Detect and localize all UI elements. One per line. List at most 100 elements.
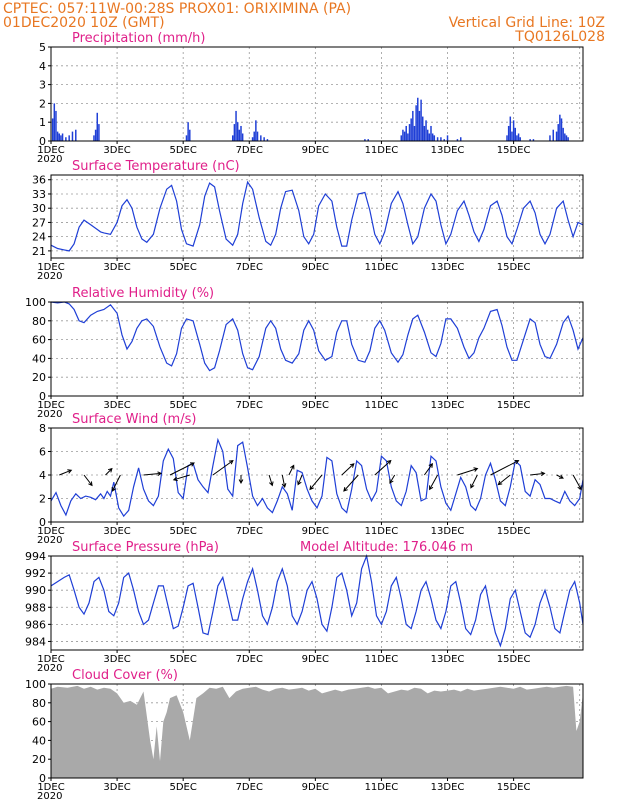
ytick-label: 2 bbox=[39, 493, 46, 506]
precip-bar bbox=[231, 135, 234, 141]
panel-title-humidity: Relative Humidity (%) bbox=[72, 286, 214, 301]
precip-bar bbox=[407, 133, 409, 141]
xtick-label: 15DEC bbox=[497, 654, 531, 665]
wind-vector-arrow bbox=[341, 463, 355, 476]
precip-bar bbox=[511, 131, 513, 141]
precip-bar bbox=[65, 137, 67, 141]
ytick-label: 20 bbox=[32, 371, 46, 384]
xtick-label: 13DEC bbox=[431, 145, 465, 156]
xtick-label: 13DEC bbox=[431, 782, 465, 793]
precip-bar bbox=[512, 120, 515, 141]
ytick-label: 4 bbox=[39, 469, 46, 482]
precip-bar bbox=[402, 129, 404, 141]
precip-bar bbox=[559, 114, 561, 141]
precip-bar bbox=[412, 110, 414, 141]
wind-vector-arrow bbox=[212, 459, 234, 476]
xtick-label: 5DEC bbox=[169, 782, 196, 793]
precip-bar bbox=[61, 133, 64, 141]
wind-vector-arrow bbox=[343, 474, 359, 492]
precip-bar bbox=[367, 139, 369, 141]
xtick-label: 3DEC bbox=[103, 526, 130, 537]
xtick-label: 9DEC bbox=[302, 654, 329, 665]
panel-title-pressure: Surface Pressure (hPa) bbox=[72, 540, 219, 555]
ytick-label: 27 bbox=[32, 216, 46, 229]
precip-bar bbox=[555, 131, 558, 141]
precip-bar bbox=[233, 124, 236, 141]
wind-vector-arrow bbox=[423, 462, 434, 476]
precip-bar bbox=[456, 139, 459, 141]
wind-series-line bbox=[50, 437, 584, 518]
year-sublabel: 2020 bbox=[37, 791, 62, 800]
precip-bar bbox=[418, 110, 421, 141]
ytick-label: 40 bbox=[32, 352, 46, 365]
xtick-label: 9DEC bbox=[302, 526, 329, 537]
ytick-label: 80 bbox=[32, 315, 46, 328]
precip-bar bbox=[443, 139, 445, 141]
xtick-label: 5DEC bbox=[169, 400, 196, 411]
precip-bar bbox=[529, 139, 531, 141]
xtick-label: 7DEC bbox=[236, 526, 263, 537]
ytick-label: 992 bbox=[25, 567, 46, 580]
ytick-label: 20 bbox=[32, 753, 46, 766]
precip-bar bbox=[426, 129, 429, 141]
precip-bar bbox=[421, 116, 424, 141]
precip-bar bbox=[55, 110, 57, 141]
year-sublabel: 2020 bbox=[37, 271, 62, 282]
xtick-label: 13DEC bbox=[431, 262, 465, 273]
xtick-label: 15DEC bbox=[497, 526, 531, 537]
year-sublabel: 2020 bbox=[37, 409, 62, 420]
panel-cloud: 0 20 40 60 80 100 1DEC 3DEC 5DEC 7DEC 9DEC 11DEC 13D… bbox=[25, 668, 584, 800]
xtick-label: 11DEC bbox=[365, 654, 399, 665]
ytick-label: 994 bbox=[25, 550, 46, 563]
xtick-label: 1DEC bbox=[37, 526, 64, 537]
precip-bar bbox=[413, 125, 416, 141]
panel-frame bbox=[50, 174, 584, 259]
precip-bar bbox=[403, 131, 406, 141]
ytick-label: 3 bbox=[39, 79, 46, 92]
ytick-label: 4 bbox=[39, 60, 46, 73]
ytick-label: 0 bbox=[39, 772, 46, 785]
precip-bar bbox=[557, 124, 559, 141]
ytick-label: 24 bbox=[32, 231, 46, 244]
precip-bar bbox=[440, 137, 442, 141]
wind-vector-arrow bbox=[429, 474, 439, 491]
precip-bar bbox=[253, 131, 255, 141]
xtick-label: 9DEC bbox=[302, 782, 329, 793]
ytick-label: 21 bbox=[32, 245, 46, 258]
precip-bar bbox=[94, 129, 97, 141]
precip-bar bbox=[98, 124, 100, 141]
precip-bar bbox=[93, 135, 95, 141]
panel-title-precipitation: Precipitation (mm/h) bbox=[72, 31, 205, 46]
precip-bar bbox=[506, 135, 508, 141]
precip-bar bbox=[68, 135, 70, 141]
precip-bar bbox=[266, 139, 269, 141]
ytick-label: 100 bbox=[25, 678, 46, 691]
precip-bar bbox=[71, 131, 74, 141]
xtick-label: 1DEC bbox=[37, 782, 64, 793]
ytick-label: 0 bbox=[39, 516, 46, 529]
ytick-label: 984 bbox=[25, 635, 46, 648]
xtick-label: 3DEC bbox=[103, 782, 130, 793]
temperature-series-line bbox=[50, 180, 584, 252]
wind-vector-arrow bbox=[83, 474, 93, 487]
precip-bar bbox=[420, 99, 422, 141]
precip-bar bbox=[410, 118, 412, 141]
wind-vector-arrow bbox=[268, 474, 274, 487]
ytick-label: 80 bbox=[32, 697, 46, 710]
wind-vector-arrow bbox=[556, 474, 564, 479]
header-grid-line: Vertical Grid Line: 10Z bbox=[449, 15, 605, 31]
xtick-label: 13DEC bbox=[431, 654, 465, 665]
precip-bar bbox=[436, 137, 439, 141]
precip-bar bbox=[425, 120, 427, 141]
ytick-label: 33 bbox=[32, 188, 46, 201]
precip-bar bbox=[251, 137, 254, 141]
precip-bar bbox=[423, 125, 426, 141]
xtick-label: 7DEC bbox=[236, 654, 263, 665]
ytick-label: 8 bbox=[39, 422, 46, 435]
precip-bar bbox=[187, 122, 189, 141]
model-altitude-label: Model Altitude: 176.046 m bbox=[300, 540, 473, 555]
precip-bar bbox=[564, 133, 566, 141]
header-station: CPTEC: 057:11W-00:28S PROX01: ORIXIMINA … bbox=[3, 1, 351, 17]
panel-title-cloud: Cloud Cover (%) bbox=[72, 668, 178, 683]
